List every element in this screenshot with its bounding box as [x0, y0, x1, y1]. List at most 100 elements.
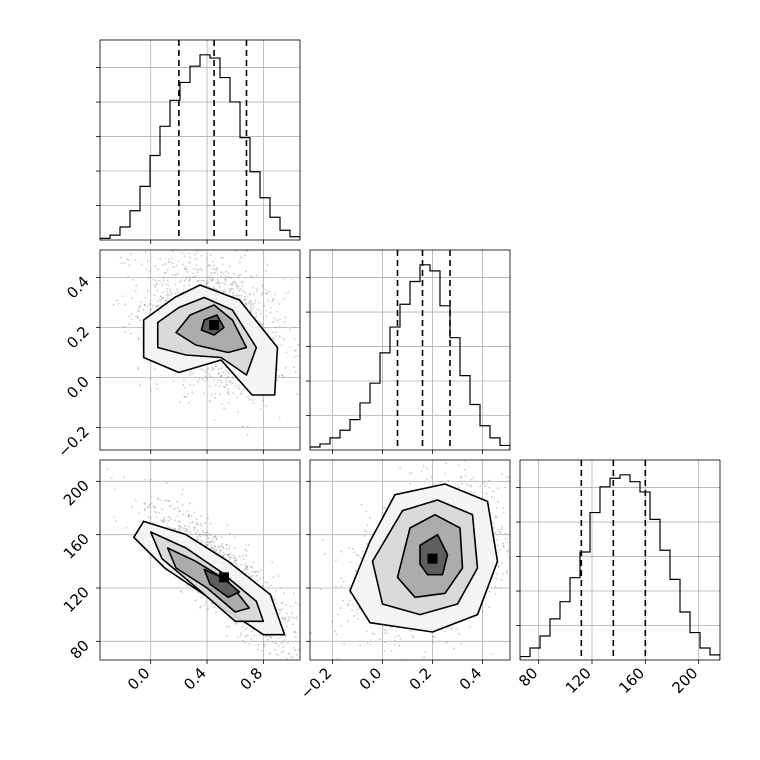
scatter-point	[186, 510, 189, 513]
scatter-point	[227, 275, 230, 278]
scatter-point	[460, 475, 463, 478]
scatter-point	[215, 384, 217, 387]
scatter-point	[211, 366, 214, 369]
scatter-point	[247, 573, 250, 576]
panel-2-2: 80 120 160 200	[515, 459, 721, 697]
scatter-point	[223, 407, 226, 410]
scatter-point	[228, 625, 231, 628]
scatter-point	[496, 516, 499, 518]
scatter-point	[144, 251, 147, 253]
scatter-point	[203, 241, 205, 243]
scatter-point	[213, 268, 216, 271]
scatter-point	[154, 264, 157, 267]
scatter-point	[163, 277, 165, 279]
y-tick-label: 120	[60, 583, 93, 616]
scatter-point	[394, 636, 396, 639]
panel-2-1: −0.2 0.0 0.2 0.4	[297, 459, 511, 703]
scatter-point	[125, 526, 128, 529]
scatter-point	[340, 624, 343, 627]
scatter-point	[213, 367, 215, 370]
scatter-point	[165, 299, 167, 302]
scatter-point	[228, 393, 230, 396]
scatter-point	[213, 379, 216, 381]
scatter-point	[200, 515, 202, 517]
scatter-point	[363, 535, 366, 537]
scatter-point	[210, 602, 213, 605]
scatter-point	[268, 636, 271, 639]
scatter-point	[159, 298, 162, 301]
x-tick-label: 120	[562, 664, 595, 697]
scatter-point	[204, 533, 207, 536]
scatter-point	[497, 501, 500, 503]
scatter-point	[505, 550, 508, 553]
scatter-point	[227, 371, 230, 374]
scatter-point	[255, 315, 258, 318]
scatter-point	[292, 623, 295, 626]
scatter-point	[203, 604, 206, 606]
scatter-point	[276, 654, 279, 656]
scatter-point	[148, 270, 151, 273]
scatter-point	[138, 520, 141, 523]
scatter-point	[179, 509, 181, 512]
scatter-point	[212, 285, 215, 288]
scatter-point	[137, 338, 140, 341]
scatter-point	[481, 491, 484, 494]
scatter-point	[227, 387, 230, 390]
scatter-point	[194, 246, 196, 248]
scatter-point	[305, 657, 307, 659]
scatter-point	[502, 544, 505, 547]
scatter-point	[294, 349, 297, 352]
scatter-point	[168, 573, 171, 576]
scatter-point	[155, 282, 158, 285]
scatter-point	[281, 616, 284, 619]
scatter-point	[359, 644, 361, 647]
scatter-point	[195, 518, 198, 521]
scatter-point	[459, 477, 462, 479]
scatter-point	[289, 345, 292, 348]
scatter-point	[265, 661, 267, 663]
x-tick-label: −0.2	[297, 664, 335, 702]
scatter-point	[252, 561, 255, 564]
scatter-point	[166, 287, 169, 290]
scatter-point	[193, 511, 196, 514]
scatter-point	[182, 378, 185, 381]
scatter-point	[499, 549, 502, 552]
scatter-point	[183, 279, 186, 282]
scatter-point	[200, 596, 203, 599]
scatter-point	[286, 620, 289, 622]
scatter-point	[275, 331, 277, 334]
scatter-point	[221, 263, 224, 266]
scatter-point	[502, 511, 505, 514]
scatter-point	[255, 570, 258, 573]
scatter-point	[247, 396, 249, 399]
scatter-point	[134, 290, 137, 293]
scatter-point	[139, 384, 141, 387]
scatter-point	[253, 571, 256, 574]
x-tick-label: 0.0	[356, 664, 386, 694]
scatter-point	[261, 291, 264, 294]
scatter-point	[153, 244, 155, 246]
scatter-point	[224, 290, 227, 293]
scatter-point	[229, 379, 231, 382]
scatter-point	[191, 276, 194, 279]
scatter-point	[262, 443, 265, 445]
scatter-point	[157, 453, 159, 455]
scatter-point	[219, 379, 222, 382]
scatter-point	[216, 269, 219, 272]
y-tick-label: −0.2	[54, 423, 92, 461]
scatter-point	[244, 628, 247, 631]
scatter-point	[219, 282, 222, 285]
scatter-point	[185, 277, 187, 280]
scatter-point	[199, 267, 202, 270]
scatter-point	[366, 530, 369, 533]
scatter-point	[482, 610, 484, 613]
scatter-point	[278, 609, 281, 612]
scatter-point	[222, 371, 225, 374]
scatter-point	[141, 519, 144, 522]
scatter-point	[225, 275, 227, 277]
scatter-point	[196, 529, 199, 532]
panel-content	[310, 250, 510, 450]
scatter-point	[237, 276, 240, 279]
scatter-point	[272, 299, 275, 301]
scatter-point	[369, 643, 372, 646]
